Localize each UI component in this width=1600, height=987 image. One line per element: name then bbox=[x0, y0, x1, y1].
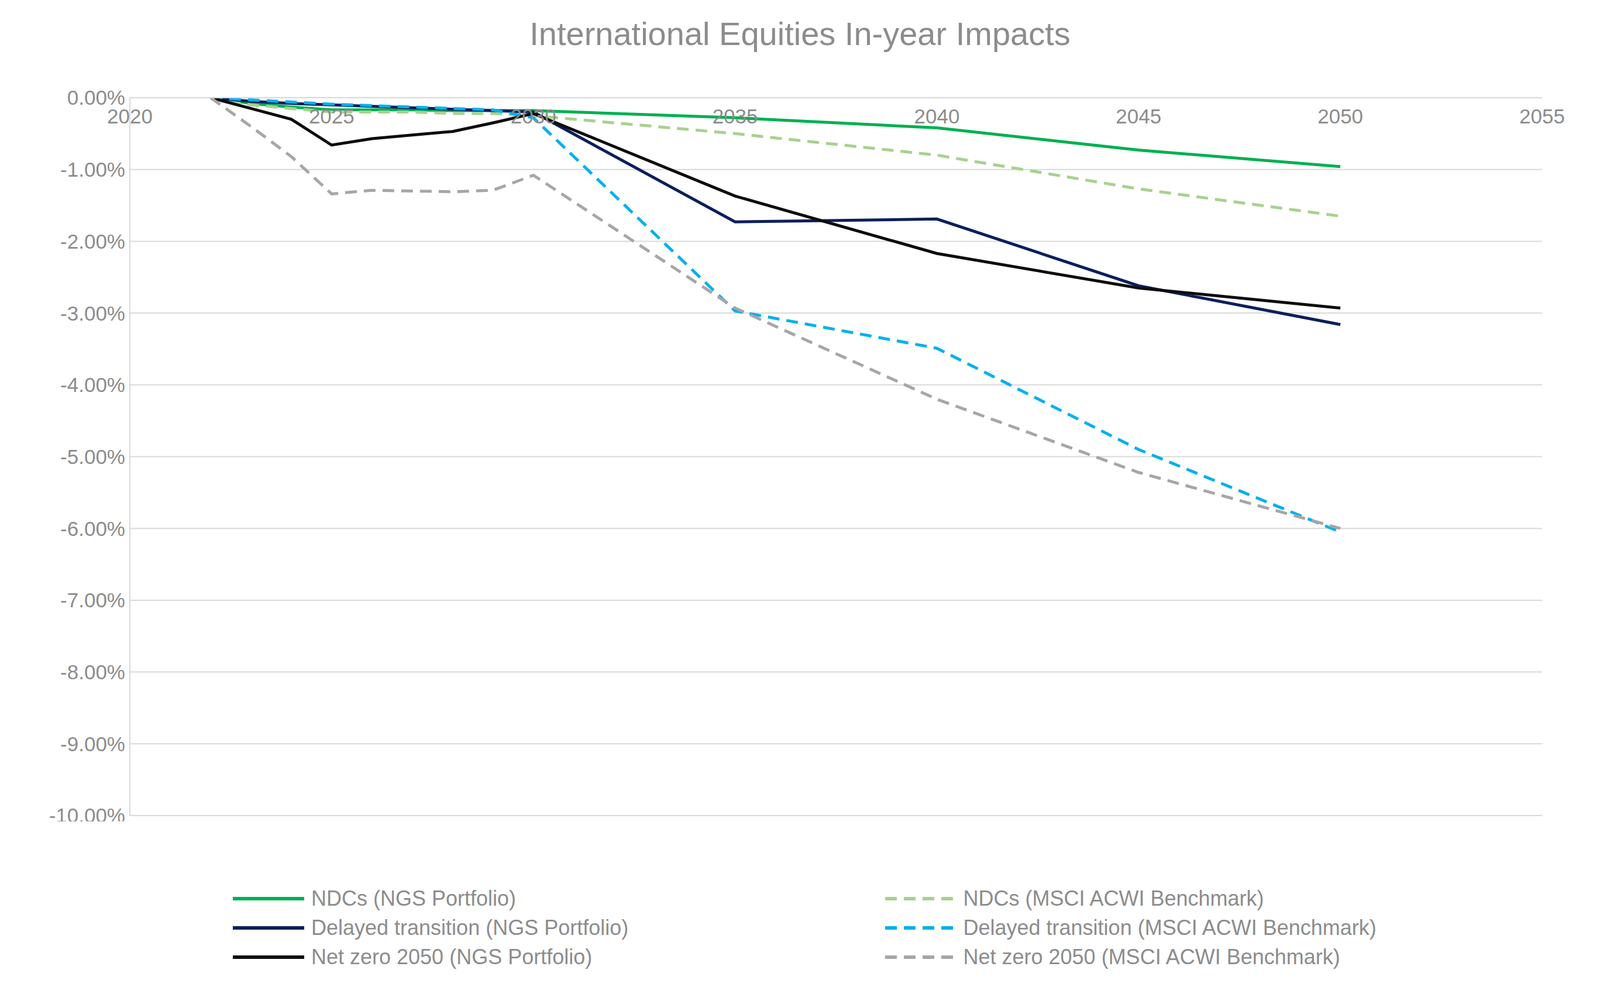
svg-text:-5.00%: -5.00% bbox=[60, 445, 126, 469]
svg-text:-1.00%: -1.00% bbox=[60, 157, 126, 181]
svg-text:2020: 2020 bbox=[107, 104, 153, 128]
svg-text:-4.00%: -4.00% bbox=[60, 373, 126, 397]
html-text:NDCs (NGS Portfolio): NDCs (NGS Portfolio) bbox=[311, 886, 517, 911]
svg-text:2055: 2055 bbox=[1519, 104, 1565, 128]
svg-text:2040: 2040 bbox=[913, 104, 960, 128]
svg-text:2025: 2025 bbox=[308, 104, 355, 128]
html-text:Delayed transition (MSCI ACWI: Delayed transition (MSCI ACWI Benchmark) bbox=[963, 915, 1377, 940]
svg-text:-2.00%: -2.00% bbox=[60, 229, 126, 253]
svg-text:-9.00%: -9.00% bbox=[60, 732, 126, 756]
svg-text:-3.00%: -3.00% bbox=[60, 301, 126, 325]
svg-text:-7.00%: -7.00% bbox=[60, 588, 126, 612]
html-text:Delayed transition (NGS Portfo: Delayed transition (NGS Portfolio) bbox=[311, 915, 629, 940]
html-text:NDCs (MSCI ACWI Benchmark): NDCs (MSCI ACWI Benchmark) bbox=[963, 886, 1264, 911]
svg-text:-10.00%: -10.00% bbox=[49, 803, 126, 822]
svg-text:0.00%: 0.00% bbox=[67, 85, 126, 109]
svg-text:-6.00%: -6.00% bbox=[60, 517, 126, 540]
svg-text:-8.00%: -8.00% bbox=[60, 660, 126, 684]
html-text:Net zero 2050 (NGS Portfolio): Net zero 2050 (NGS Portfolio) bbox=[311, 944, 593, 969]
svg-text:2050: 2050 bbox=[1317, 104, 1364, 128]
html-text:International Equities In-year: International Equities In-year Impacts bbox=[529, 15, 1071, 53]
svg-text:2035: 2035 bbox=[712, 104, 759, 128]
svg-text:2045: 2045 bbox=[1115, 104, 1162, 128]
html-text:Net zero 2050 (MSCI ACWI Bench: Net zero 2050 (MSCI ACWI Benchmark) bbox=[963, 944, 1341, 969]
svg-text:2030: 2030 bbox=[510, 104, 557, 128]
